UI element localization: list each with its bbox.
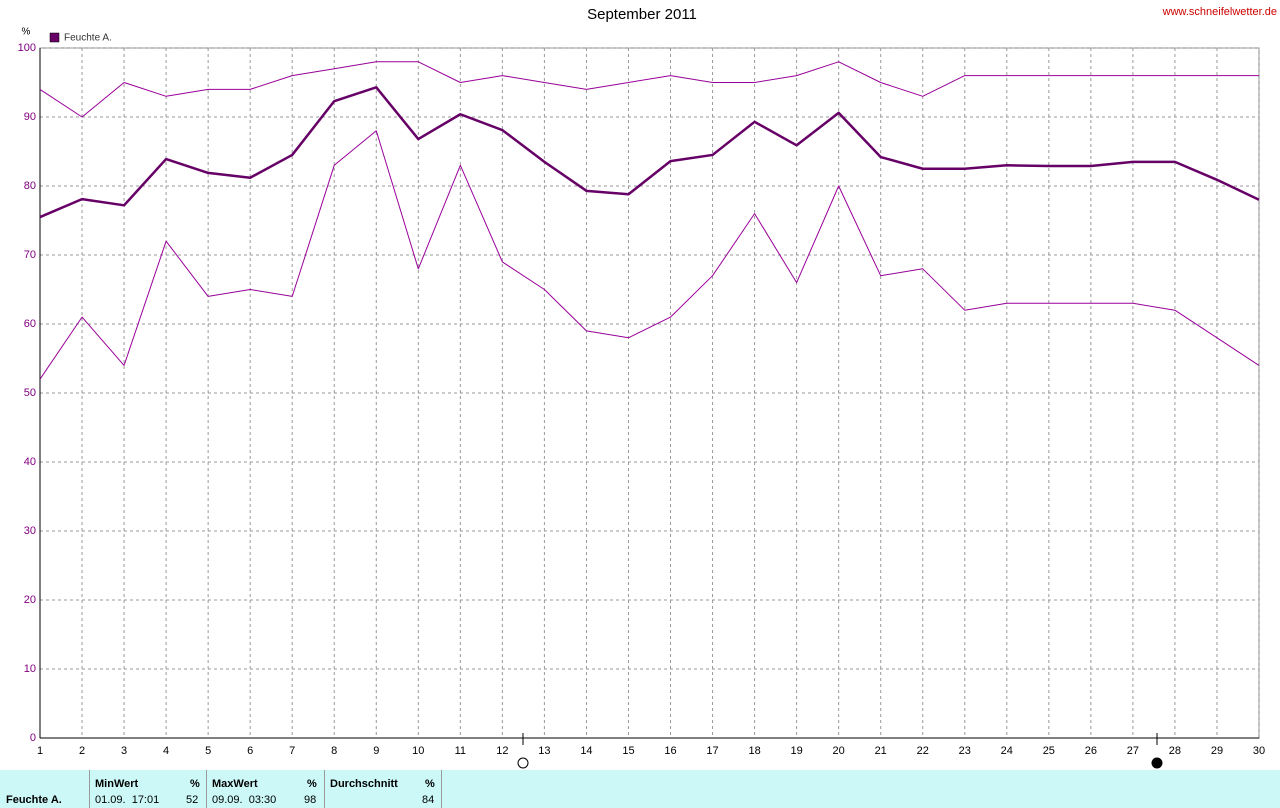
y-axis-label: %	[22, 27, 31, 38]
time: 09.09. 03:30	[212, 794, 277, 806]
x-tick-label: 23	[959, 745, 971, 757]
series-line	[39, 61, 1259, 118]
x-tick-label: 20	[833, 745, 845, 757]
x-tick-label: 24	[1001, 745, 1013, 757]
separator	[441, 770, 442, 808]
x-tick-label: 14	[580, 745, 592, 757]
y-tick-label: 100	[18, 42, 36, 54]
y-tick-label: 90	[24, 111, 36, 123]
x-tick-label: 11	[455, 745, 466, 757]
separator	[206, 770, 207, 808]
unit: %	[307, 778, 317, 790]
x-tick-label: 19	[790, 745, 802, 757]
x-tick-label: 4	[163, 745, 169, 757]
full-moon	[517, 757, 529, 769]
x-tick-label: 2	[79, 745, 85, 757]
y-tick-label: 10	[24, 663, 36, 675]
value: 52	[186, 794, 199, 806]
series-line	[39, 130, 1260, 380]
x-tick-label: 30	[1253, 745, 1265, 757]
x-tick-label: 3	[121, 745, 127, 757]
x-tick-label: 6	[247, 745, 253, 757]
header: Durchschnitt	[330, 778, 398, 790]
y-tick-label: 0	[30, 732, 36, 744]
legend-swatch	[49, 32, 60, 43]
x-tick-label: 18	[748, 745, 760, 757]
x-tick-label: 9	[373, 745, 379, 757]
series-line	[39, 86, 1260, 219]
unit: %	[425, 778, 435, 790]
x-tick-label: 1	[37, 745, 43, 757]
x-tick-label: 26	[1085, 745, 1097, 757]
summary-table: Feuchte A. MinWert % 01.09. 17:01 52 Max…	[0, 770, 1280, 808]
x-tick-label: 8	[331, 745, 337, 757]
x-tick-label: 15	[622, 745, 634, 757]
y-tick-label: 30	[24, 525, 36, 537]
x-tick-label: 29	[1211, 745, 1223, 757]
x-tick-label: 22	[917, 745, 929, 757]
y-tick-label: 60	[24, 318, 36, 330]
x-tick-label: 28	[1169, 745, 1181, 757]
source: www.schneifelwetter.de	[1162, 6, 1277, 18]
value: 98	[304, 794, 317, 806]
x-tick-label: 27	[1127, 745, 1139, 757]
time: 01.09. 17:01	[95, 794, 160, 806]
x-tick-label: 25	[1043, 745, 1055, 757]
y-tick-label: 80	[24, 180, 36, 192]
y-tick-label: 20	[24, 594, 36, 606]
x-tick-label: 5	[205, 745, 211, 757]
x-tick-label: 12	[496, 745, 508, 757]
y-tick-label: 40	[24, 456, 36, 468]
new-moon	[1151, 757, 1163, 769]
y-tick-label: 50	[24, 387, 36, 399]
y-tick-label: 70	[24, 249, 36, 261]
x-tick-label: 13	[538, 745, 550, 757]
chart: September 2011 www.schneifelwetter.de % …	[18, 6, 1277, 769]
x-tick-label: 21	[875, 745, 887, 757]
chart-title: September 2011	[587, 6, 697, 23]
header: MinWert	[95, 778, 139, 790]
x-tick-label: 10	[412, 745, 424, 757]
x-tick-label: 16	[664, 745, 676, 757]
header: MaxWert	[212, 778, 258, 790]
separator	[89, 770, 90, 808]
unit: %	[190, 778, 200, 790]
moon-phases	[517, 733, 1163, 769]
x-tick-label: 17	[706, 745, 718, 757]
value: 84	[422, 794, 435, 806]
separator	[324, 770, 325, 808]
x-tick-label: 7	[289, 745, 295, 757]
legend-label: Feuchte A.	[64, 33, 112, 44]
row-label: Feuchte A.	[6, 794, 62, 806]
